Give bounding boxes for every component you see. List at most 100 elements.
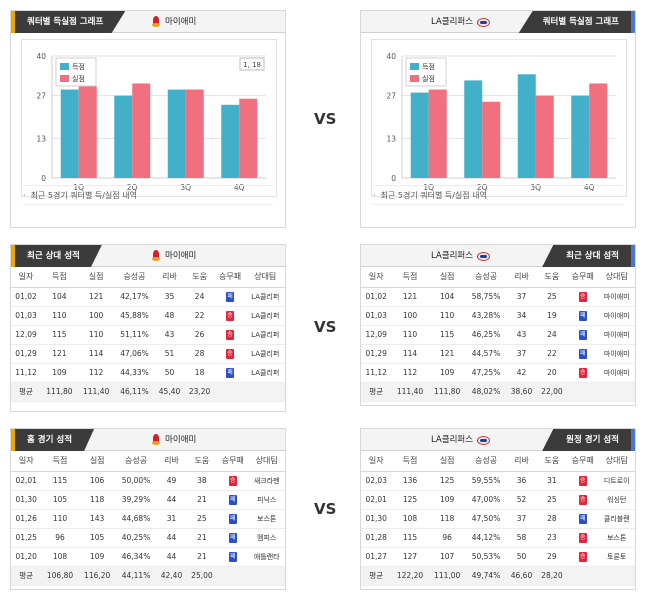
cell-ast: 21: [186, 490, 218, 510]
cell-pts: 110: [391, 325, 429, 345]
team-label: 마이애미: [151, 11, 196, 33]
average-cell: 평균: [361, 566, 392, 586]
column-header: 일자: [361, 267, 392, 288]
cell-opp_pts: 121: [428, 344, 466, 364]
bar-scored: [571, 95, 590, 178]
result-badge: 승: [578, 552, 587, 562]
team-label: LA클리퍼스: [431, 429, 491, 451]
cell-opp_pts: 114: [77, 344, 115, 364]
cell-ast: 28: [184, 344, 215, 364]
recent-title-tab: 최근 상대 성적: [11, 245, 102, 267]
table-row: 02,03 136 125 59,55% 36 31 승 디트로이: [361, 471, 635, 491]
y-tick-label: 27: [386, 92, 396, 101]
chart-note-text: 최근 5경기 쿼터별 득/실점 내역: [30, 191, 137, 200]
table-row: 01,27 127 107 50,53% 50 29 승 토론토: [361, 547, 635, 567]
vs-label: VS: [314, 110, 337, 128]
column-header: 승무패: [567, 451, 599, 472]
legend-swatch: [410, 63, 419, 70]
cell-reb: 48: [154, 306, 185, 326]
heat-logo-icon: [151, 434, 161, 446]
column-header: 리바: [154, 267, 185, 288]
cell-date: 01,27: [361, 547, 392, 567]
column-header: 일자: [361, 451, 392, 472]
cell-opp: 마이애미: [598, 287, 635, 307]
cell-pts: 121: [41, 344, 78, 364]
cell-opp_pts: 109: [428, 363, 466, 383]
panel-header: 홈 경기 성적 마이애미: [11, 429, 285, 451]
cell-date: 01,29: [11, 344, 42, 364]
cell-fg: 50,00%: [115, 471, 157, 491]
cell-date: 11,12: [361, 363, 392, 383]
average-cell: 116,20: [78, 566, 116, 586]
table-row: 01,03 100 110 43,28% 34 19 패 마이애미: [361, 306, 635, 326]
y-tick-label: 40: [386, 52, 396, 61]
cell-reb: 37: [506, 344, 537, 364]
bar-allowed: [132, 83, 151, 178]
cell-opp: 디트로이: [598, 471, 635, 491]
cell-result: 패: [214, 363, 246, 383]
cell-opp_pts: 118: [428, 509, 466, 529]
cell-date: 01,28: [361, 528, 392, 548]
tooltip-box: [239, 57, 265, 71]
chart-note: · 최근 5경기 쿼터별 득/실점 내역: [373, 185, 623, 205]
result-badge: 승: [226, 349, 235, 359]
cell-date: 01,02: [361, 287, 392, 307]
bar-chart: 40 27 13 0 1Q 2Q 3Q 4Q 득점 실점: [371, 39, 627, 197]
stats-table: 일자 득점 실점 승성공 리바 도움 승무패 상대팀 02,01 115 106 50,00% 49 38…: [11, 451, 285, 586]
average-cell: 111,40: [391, 382, 429, 402]
away-title-tab: 원정 경기 성적: [542, 429, 635, 451]
table-row: 01,30 108 118 47,50% 37 28 패 클리블랜: [361, 509, 635, 529]
cell-ast: 29: [536, 547, 568, 567]
cell-reb: 37: [506, 287, 537, 307]
average-cell: 111,80: [41, 382, 78, 402]
column-header: 일자: [11, 267, 42, 288]
cell-reb: 58: [506, 528, 537, 548]
column-header: 실점: [428, 451, 466, 472]
cell-opp: 애틀랜타: [248, 547, 285, 567]
column-header: 실점: [78, 451, 116, 472]
cell-opp: LA클리퍼: [245, 287, 285, 307]
column-header: 상대팀: [248, 451, 285, 472]
table-row: 01,02 121 104 58,75% 37 25 승 마이애미: [361, 287, 635, 307]
cell-date: 01,20: [11, 547, 42, 567]
cell-opp_pts: 96: [428, 528, 466, 548]
cell-reb: 43: [154, 325, 185, 345]
cell-pts: 96: [41, 528, 79, 548]
cell-pts: 108: [41, 547, 79, 567]
team-name: 마이애미: [165, 251, 197, 261]
chart-note-text: 최근 5경기 쿼터별 득/실점 내역: [380, 191, 487, 200]
column-header: 승성공: [115, 451, 157, 472]
cell-opp: 보스톤: [598, 528, 635, 548]
average-cell: 평균: [11, 566, 42, 586]
cell-reb: 49: [156, 471, 187, 491]
bar-allowed: [428, 89, 447, 178]
x-tick-label: 1Q: [73, 183, 84, 192]
column-header: 리바: [156, 451, 187, 472]
table-row: 01,03 110 100 45,88% 48 22 승 LA클리퍼: [11, 306, 285, 326]
cell-fg: 42,17%: [114, 287, 155, 307]
cell-ast: 22: [184, 306, 215, 326]
column-header: 도움: [184, 267, 215, 288]
average-cell: [245, 382, 285, 402]
result-badge: 패: [226, 368, 235, 378]
column-header: 일자: [11, 451, 42, 472]
cell-fg: 46,34%: [115, 547, 157, 567]
table-row: 01,30 105 118 39,29% 44 21 패 피닉스: [11, 490, 285, 510]
column-header: 상대팀: [598, 451, 635, 472]
team-label: LA클리퍼스: [431, 11, 491, 33]
cell-opp: LA클리퍼: [245, 325, 285, 345]
clippers-logo-icon: [477, 435, 491, 445]
team-name: 마이애미: [165, 17, 197, 27]
cell-pts: 104: [41, 287, 78, 307]
average-cell: 106,80: [41, 566, 79, 586]
average-cell: 48,02%: [465, 382, 507, 402]
cell-ast: 25: [536, 490, 568, 510]
cell-result: 패: [567, 325, 599, 345]
result-badge: 패: [226, 292, 235, 302]
result-badge: 승: [578, 292, 587, 302]
bar-allowed: [482, 101, 501, 178]
average-cell: [214, 382, 246, 402]
column-header: 득점: [41, 451, 79, 472]
average-cell: 45,40: [154, 382, 185, 402]
cell-date: 01,30: [361, 509, 392, 529]
